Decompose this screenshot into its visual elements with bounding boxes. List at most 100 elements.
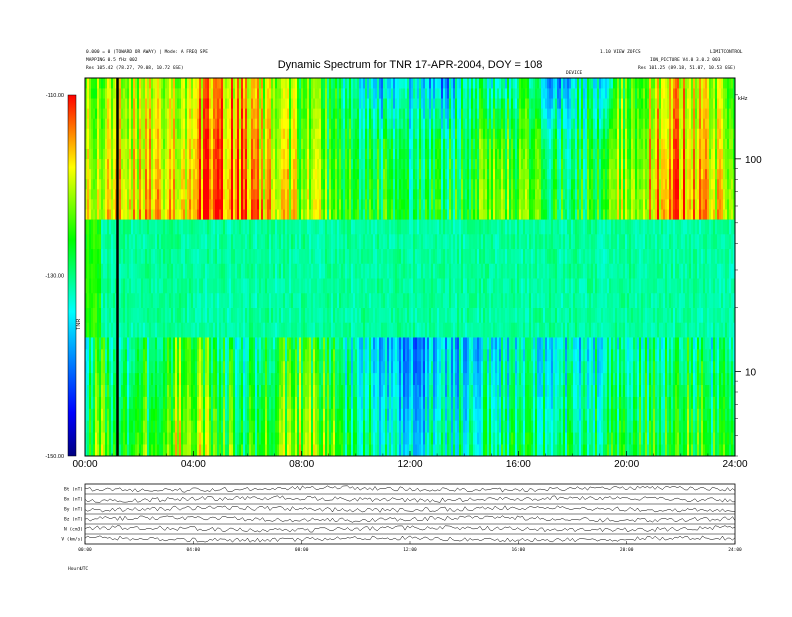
- spectrum-cell: [663, 384, 666, 397]
- spectrum-cell: [229, 278, 232, 294]
- spectrum-cell: [371, 322, 374, 338]
- spectrum-cell: [405, 307, 408, 323]
- spectrum-cell: [391, 292, 394, 308]
- spectrum-cell: [185, 372, 188, 386]
- spectrum-cell: [151, 278, 154, 294]
- spectrum-cell: [369, 396, 372, 409]
- spectrum-cell: [211, 432, 214, 445]
- spectrum-cell: [497, 337, 500, 350]
- spectrum-cell: [131, 248, 134, 264]
- spectrum-cell: [209, 396, 212, 409]
- spectrum-cell: [457, 360, 460, 374]
- spectrum-cell: [513, 263, 516, 279]
- spectrum-cell: [433, 384, 436, 397]
- spectrum-cell: [437, 307, 440, 323]
- spectrum-cell: [455, 372, 458, 386]
- spectrum-cell: [395, 219, 398, 235]
- spectrum-cell: [95, 432, 98, 445]
- spectrum-cell: [417, 348, 420, 362]
- spectrum-cell: [325, 372, 328, 386]
- spectrum-cell: [495, 278, 498, 294]
- spectrum-cell: [197, 292, 200, 308]
- spectrum-cell: [407, 233, 410, 250]
- spectrum-cell: [561, 348, 564, 362]
- spectrum-cell: [299, 263, 302, 279]
- spectrum-cell: [687, 396, 690, 409]
- spectrum-cell: [695, 337, 698, 350]
- spectrum-cell: [295, 384, 298, 397]
- spectrum-cell: [671, 420, 674, 433]
- spectrum-cell: [167, 337, 170, 350]
- spectrum-cell: [329, 432, 332, 445]
- spectrum-cell: [179, 384, 182, 397]
- spectrum-cell: [333, 408, 336, 421]
- spectrum-cell: [287, 372, 290, 386]
- spectrum-cell: [167, 360, 170, 374]
- spectrum-cell: [421, 360, 424, 374]
- spectrum-cell: [123, 307, 126, 323]
- spectrum-cell: [425, 420, 428, 433]
- spectrum-cell: [115, 219, 118, 235]
- spectrum-cell: [191, 360, 194, 374]
- spectrum-cell: [405, 420, 408, 433]
- spectrum-cell: [415, 248, 418, 264]
- spectrum-cell: [271, 384, 274, 397]
- spectrum-cell: [403, 372, 406, 386]
- spectrum-cell: [603, 372, 606, 386]
- spectrum-cell: [95, 348, 98, 362]
- spectrum-cell: [479, 248, 482, 264]
- spectrum-cell: [115, 263, 118, 279]
- spectrum-cell: [421, 372, 424, 386]
- spectrum-cell: [111, 233, 114, 250]
- spectrum-cell: [673, 432, 676, 445]
- spectrum-cell: [281, 292, 284, 308]
- spectrum-cell: [423, 384, 426, 397]
- spectrum-cell: [453, 278, 456, 294]
- spectrum-cell: [413, 348, 416, 362]
- spectrum-cell: [189, 263, 192, 279]
- spectrum-cell: [143, 307, 146, 323]
- spectrum-cell: [653, 384, 656, 397]
- spectrum-cell: [421, 408, 424, 421]
- spectrum-cell: [497, 408, 500, 421]
- spectrum-cell: [629, 444, 632, 457]
- spectrum-cell: [649, 384, 652, 397]
- spectrum-cell: [285, 372, 288, 386]
- spectrum-cell: [135, 278, 138, 294]
- spectrum-cell: [301, 360, 304, 374]
- spectrum-cell: [333, 292, 336, 308]
- spectrum-cell: [703, 360, 706, 374]
- spectrum-cell: [507, 420, 510, 433]
- spectrum-cell: [321, 307, 324, 323]
- spectrum-cell: [377, 337, 380, 350]
- spectrum-cell: [623, 408, 626, 421]
- spectrum-cell: [571, 408, 574, 421]
- spectrum-cell: [689, 444, 692, 457]
- spectrum-cell: [271, 372, 274, 386]
- spectrum-cell: [401, 307, 404, 323]
- spectrum-cell: [539, 396, 542, 409]
- spectrum-cell: [515, 420, 518, 433]
- spectrum-cell: [195, 444, 198, 457]
- spectrum-cell: [565, 360, 568, 374]
- spectrum-cell: [93, 233, 96, 250]
- spectrum-cell: [687, 348, 690, 362]
- spectrum-cell: [691, 372, 694, 386]
- spectrum-cell: [215, 278, 218, 294]
- spectrum-cell: [657, 432, 660, 445]
- spectrum-cell: [349, 444, 352, 457]
- spectrum-cell: [479, 322, 482, 338]
- spectrum-cell: [327, 337, 330, 350]
- spectrum-cell: [367, 292, 370, 308]
- spectrum-cell: [155, 396, 158, 409]
- spectrum-cell: [217, 396, 220, 409]
- spectrum-cell: [439, 444, 442, 457]
- spectrum-cell: [701, 420, 704, 433]
- spectrum-cell: [315, 322, 318, 338]
- spectrum-cell: [209, 233, 212, 250]
- spectrum-cell: [289, 263, 292, 279]
- spectrum-cell: [415, 337, 418, 350]
- spectrum-cell: [203, 337, 206, 350]
- spectrum-cell: [497, 322, 500, 338]
- spectrum-cell: [371, 444, 374, 457]
